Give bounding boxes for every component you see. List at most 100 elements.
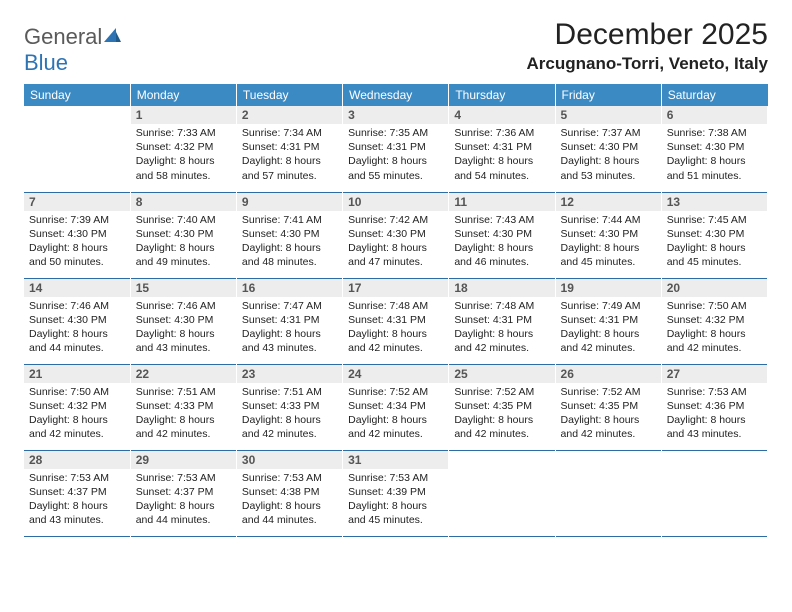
sunset-line: Sunset: 4:30 PM bbox=[454, 227, 549, 241]
calendar-day-cell: 27Sunrise: 7:53 AMSunset: 4:36 PMDayligh… bbox=[661, 364, 767, 450]
daylight-line: Daylight: 8 hours and 47 minutes. bbox=[348, 241, 443, 269]
calendar-day-cell: 12Sunrise: 7:44 AMSunset: 4:30 PMDayligh… bbox=[555, 192, 661, 278]
day-number: 7 bbox=[24, 193, 130, 211]
day-number: 24 bbox=[343, 365, 448, 383]
calendar-day-cell: 26Sunrise: 7:52 AMSunset: 4:35 PMDayligh… bbox=[555, 364, 661, 450]
sunrise-line: Sunrise: 7:46 AM bbox=[136, 299, 231, 313]
daylight-line: Daylight: 8 hours and 42 minutes. bbox=[667, 327, 762, 355]
sunrise-line: Sunrise: 7:41 AM bbox=[242, 213, 337, 227]
sunset-line: Sunset: 4:30 PM bbox=[667, 140, 762, 154]
daylight-line: Daylight: 8 hours and 44 minutes. bbox=[242, 499, 337, 527]
calendar-day-cell: 15Sunrise: 7:46 AMSunset: 4:30 PMDayligh… bbox=[130, 278, 236, 364]
daylight-line: Daylight: 8 hours and 42 minutes. bbox=[561, 413, 656, 441]
sunrise-line: Sunrise: 7:52 AM bbox=[561, 385, 656, 399]
day-details: Sunrise: 7:34 AMSunset: 4:31 PMDaylight:… bbox=[237, 124, 342, 187]
brand-part1: General bbox=[24, 24, 102, 49]
sunrise-line: Sunrise: 7:37 AM bbox=[561, 126, 656, 140]
calendar-table: Sunday Monday Tuesday Wednesday Thursday… bbox=[24, 84, 768, 537]
sunset-line: Sunset: 4:31 PM bbox=[348, 313, 443, 327]
calendar-day-cell: 20Sunrise: 7:50 AMSunset: 4:32 PMDayligh… bbox=[661, 278, 767, 364]
calendar-day-cell: 6Sunrise: 7:38 AMSunset: 4:30 PMDaylight… bbox=[661, 106, 767, 192]
sunset-line: Sunset: 4:30 PM bbox=[136, 313, 231, 327]
day-number: 13 bbox=[662, 193, 767, 211]
calendar-day-cell: 4Sunrise: 7:36 AMSunset: 4:31 PMDaylight… bbox=[449, 106, 555, 192]
daylight-line: Daylight: 8 hours and 42 minutes. bbox=[454, 327, 549, 355]
calendar-day-cell: 13Sunrise: 7:45 AMSunset: 4:30 PMDayligh… bbox=[661, 192, 767, 278]
daylight-line: Daylight: 8 hours and 42 minutes. bbox=[348, 413, 443, 441]
day-number: 8 bbox=[131, 193, 236, 211]
calendar-week-row: 21Sunrise: 7:50 AMSunset: 4:32 PMDayligh… bbox=[24, 364, 768, 450]
day-details: Sunrise: 7:53 AMSunset: 4:36 PMDaylight:… bbox=[662, 383, 767, 446]
sunrise-line: Sunrise: 7:51 AM bbox=[136, 385, 231, 399]
day-number: 19 bbox=[556, 279, 661, 297]
daylight-line: Daylight: 8 hours and 57 minutes. bbox=[242, 154, 337, 182]
sunrise-line: Sunrise: 7:50 AM bbox=[667, 299, 762, 313]
daylight-line: Daylight: 8 hours and 46 minutes. bbox=[454, 241, 549, 269]
sunrise-line: Sunrise: 7:53 AM bbox=[242, 471, 337, 485]
calendar-day-cell: 28Sunrise: 7:53 AMSunset: 4:37 PMDayligh… bbox=[24, 450, 130, 536]
calendar-day-cell: 16Sunrise: 7:47 AMSunset: 4:31 PMDayligh… bbox=[236, 278, 342, 364]
calendar-week-row: 7Sunrise: 7:39 AMSunset: 4:30 PMDaylight… bbox=[24, 192, 768, 278]
calendar-week-row: 28Sunrise: 7:53 AMSunset: 4:37 PMDayligh… bbox=[24, 450, 768, 536]
sunrise-line: Sunrise: 7:35 AM bbox=[348, 126, 443, 140]
sunrise-line: Sunrise: 7:48 AM bbox=[348, 299, 443, 313]
day-details: Sunrise: 7:50 AMSunset: 4:32 PMDaylight:… bbox=[24, 383, 130, 446]
sunrise-line: Sunrise: 7:53 AM bbox=[667, 385, 762, 399]
day-number: 6 bbox=[662, 106, 767, 124]
sunset-line: Sunset: 4:31 PM bbox=[561, 313, 656, 327]
title-block: December 2025 Arcugnano-Torri, Veneto, I… bbox=[527, 18, 769, 74]
daylight-line: Daylight: 8 hours and 42 minutes. bbox=[561, 327, 656, 355]
sunset-line: Sunset: 4:32 PM bbox=[136, 140, 231, 154]
calendar-day-cell: 14Sunrise: 7:46 AMSunset: 4:30 PMDayligh… bbox=[24, 278, 130, 364]
sunset-line: Sunset: 4:30 PM bbox=[561, 227, 656, 241]
day-details: Sunrise: 7:39 AMSunset: 4:30 PMDaylight:… bbox=[24, 211, 130, 274]
day-details: Sunrise: 7:33 AMSunset: 4:32 PMDaylight:… bbox=[131, 124, 236, 187]
sunset-line: Sunset: 4:36 PM bbox=[667, 399, 762, 413]
day-number: 5 bbox=[556, 106, 661, 124]
sunrise-line: Sunrise: 7:33 AM bbox=[136, 126, 231, 140]
calendar-day-cell bbox=[24, 106, 130, 192]
day-number: 26 bbox=[556, 365, 661, 383]
sunset-line: Sunset: 4:30 PM bbox=[242, 227, 337, 241]
sunset-line: Sunset: 4:30 PM bbox=[29, 227, 125, 241]
sunrise-line: Sunrise: 7:50 AM bbox=[29, 385, 125, 399]
daylight-line: Daylight: 8 hours and 43 minutes. bbox=[136, 327, 231, 355]
daylight-line: Daylight: 8 hours and 48 minutes. bbox=[242, 241, 337, 269]
calendar-day-cell bbox=[661, 450, 767, 536]
sunrise-line: Sunrise: 7:39 AM bbox=[29, 213, 125, 227]
calendar-day-cell: 1Sunrise: 7:33 AMSunset: 4:32 PMDaylight… bbox=[130, 106, 236, 192]
calendar-week-row: 1Sunrise: 7:33 AMSunset: 4:32 PMDaylight… bbox=[24, 106, 768, 192]
sunset-line: Sunset: 4:31 PM bbox=[348, 140, 443, 154]
calendar-day-cell: 2Sunrise: 7:34 AMSunset: 4:31 PMDaylight… bbox=[236, 106, 342, 192]
sunset-line: Sunset: 4:38 PM bbox=[242, 485, 337, 499]
weekday-header: Thursday bbox=[449, 84, 555, 106]
calendar-day-cell: 11Sunrise: 7:43 AMSunset: 4:30 PMDayligh… bbox=[449, 192, 555, 278]
sunrise-line: Sunrise: 7:53 AM bbox=[29, 471, 125, 485]
day-number: 30 bbox=[237, 451, 342, 469]
sunset-line: Sunset: 4:37 PM bbox=[136, 485, 231, 499]
calendar-day-cell bbox=[555, 450, 661, 536]
brand-text: GeneralBlue bbox=[24, 24, 122, 76]
sunset-line: Sunset: 4:34 PM bbox=[348, 399, 443, 413]
day-details: Sunrise: 7:37 AMSunset: 4:30 PMDaylight:… bbox=[556, 124, 661, 187]
daylight-line: Daylight: 8 hours and 45 minutes. bbox=[667, 241, 762, 269]
calendar-day-cell: 9Sunrise: 7:41 AMSunset: 4:30 PMDaylight… bbox=[236, 192, 342, 278]
daylight-line: Daylight: 8 hours and 55 minutes. bbox=[348, 154, 443, 182]
weekday-header: Saturday bbox=[661, 84, 767, 106]
sunrise-line: Sunrise: 7:49 AM bbox=[561, 299, 656, 313]
weekday-header: Tuesday bbox=[236, 84, 342, 106]
day-number: 11 bbox=[449, 193, 554, 211]
calendar-day-cell: 17Sunrise: 7:48 AMSunset: 4:31 PMDayligh… bbox=[343, 278, 449, 364]
sunset-line: Sunset: 4:32 PM bbox=[29, 399, 125, 413]
day-details: Sunrise: 7:49 AMSunset: 4:31 PMDaylight:… bbox=[556, 297, 661, 360]
day-details: Sunrise: 7:38 AMSunset: 4:30 PMDaylight:… bbox=[662, 124, 767, 187]
weekday-header: Sunday bbox=[24, 84, 130, 106]
day-details: Sunrise: 7:44 AMSunset: 4:30 PMDaylight:… bbox=[556, 211, 661, 274]
sunrise-line: Sunrise: 7:47 AM bbox=[242, 299, 337, 313]
day-details: Sunrise: 7:41 AMSunset: 4:30 PMDaylight:… bbox=[237, 211, 342, 274]
day-details: Sunrise: 7:50 AMSunset: 4:32 PMDaylight:… bbox=[662, 297, 767, 360]
day-details: Sunrise: 7:35 AMSunset: 4:31 PMDaylight:… bbox=[343, 124, 448, 187]
brand-part2: Blue bbox=[24, 50, 68, 75]
sunrise-line: Sunrise: 7:34 AM bbox=[242, 126, 337, 140]
daylight-line: Daylight: 8 hours and 42 minutes. bbox=[242, 413, 337, 441]
